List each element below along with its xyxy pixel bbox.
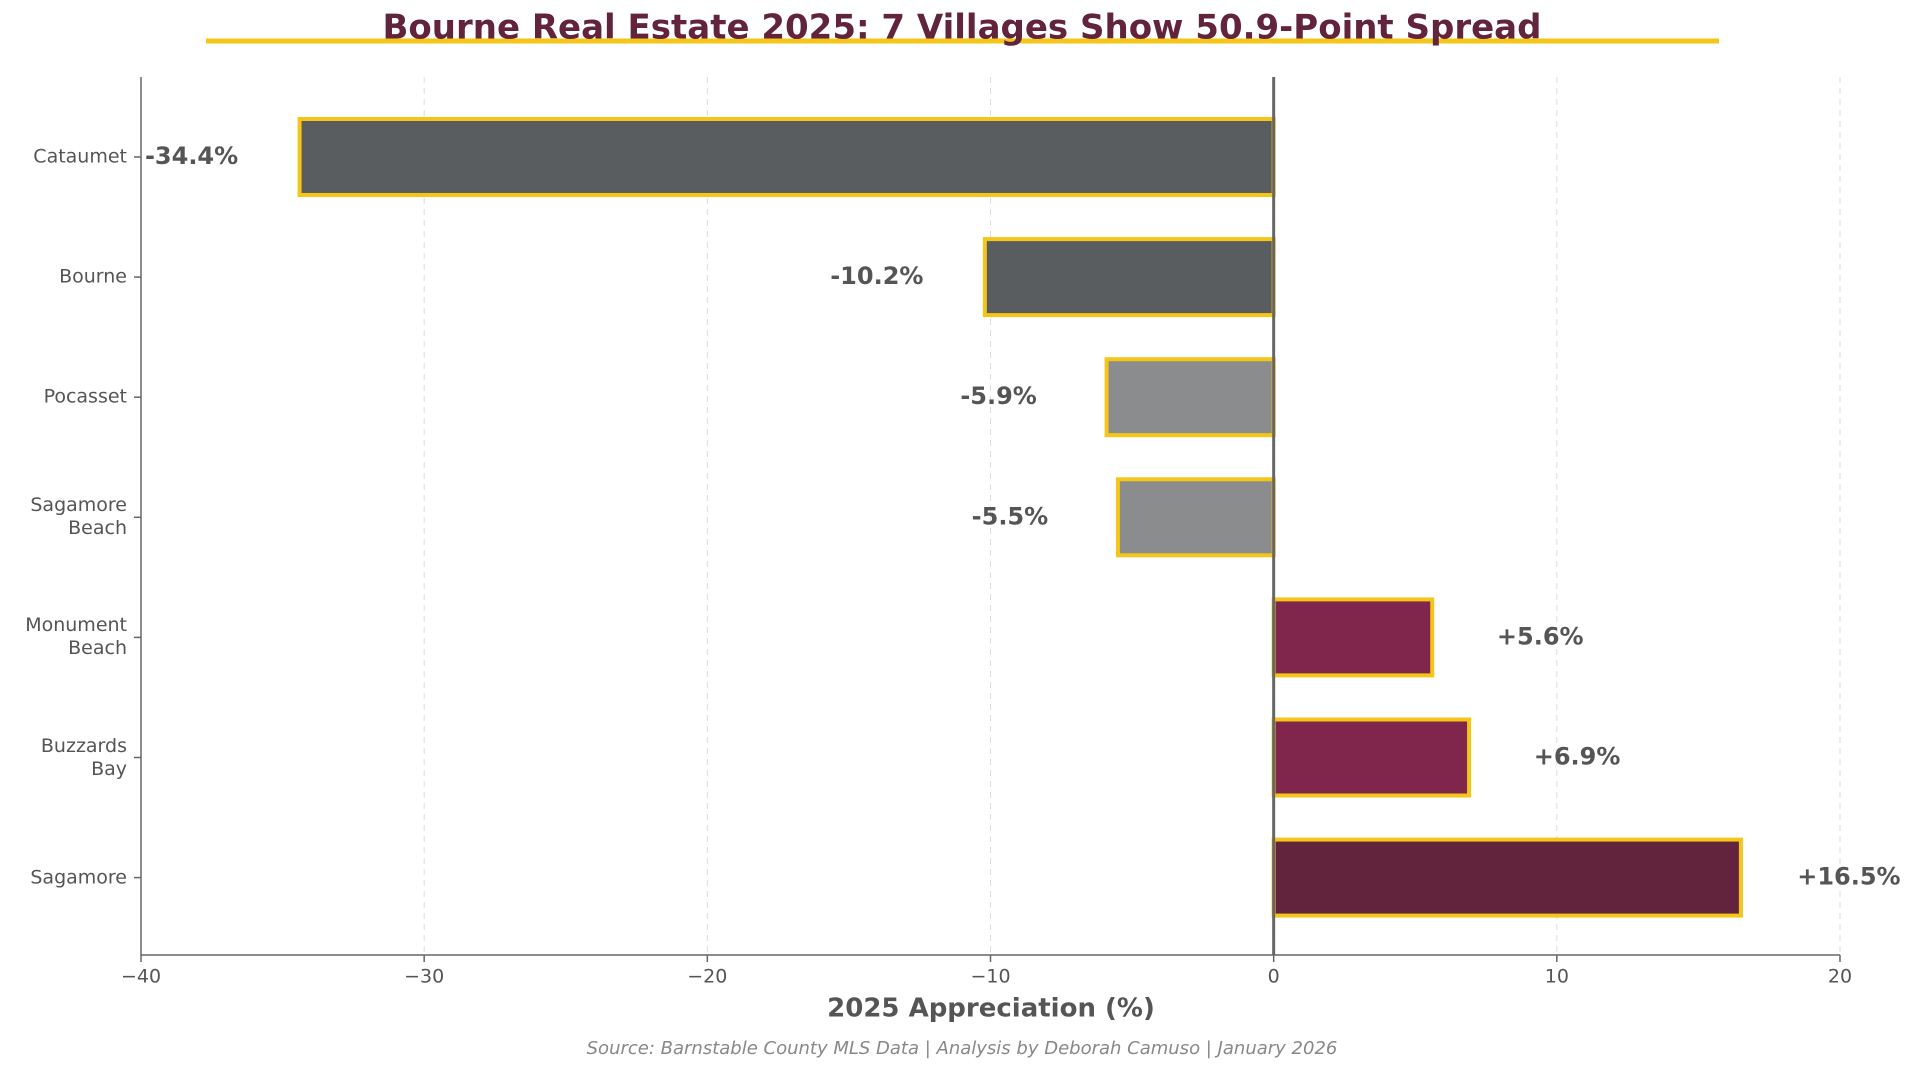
- bar: [1271, 837, 1743, 918]
- bar: [1104, 357, 1276, 438]
- source-note: Source: Barnstable County MLS Data | Ana…: [587, 1038, 1338, 1059]
- x-tick-label: −30: [404, 966, 444, 988]
- y-tick-label: Bourne: [59, 265, 127, 288]
- y-tick-label: Monument Beach: [25, 614, 127, 660]
- x-tick-label: −20: [687, 966, 727, 988]
- x-tick-label: 20: [1828, 966, 1852, 988]
- x-tick-label: 10: [1545, 966, 1569, 988]
- data-label: -5.9%: [960, 382, 1037, 410]
- y-tick-label: Buzzards Bay: [40, 734, 127, 780]
- x-tick-label: −40: [121, 966, 161, 988]
- bar: [297, 117, 1276, 197]
- chart-title: Bourne Real Estate 2025: 7 Villages Show…: [383, 8, 1542, 48]
- data-label: -5.5%: [972, 502, 1049, 530]
- data-label: +6.9%: [1534, 743, 1621, 771]
- data-label: +5.6%: [1497, 622, 1584, 650]
- y-tick-label: Pocasset: [43, 385, 127, 408]
- bar: [1115, 477, 1276, 558]
- data-label: -34.4%: [145, 142, 238, 170]
- y-tick-label: Sagamore: [30, 866, 127, 889]
- x-axis-label: 2025 Appreciation (%): [827, 994, 1155, 1024]
- bar: [1271, 717, 1472, 798]
- x-tick-label: 0: [1268, 966, 1280, 988]
- data-label: -10.2%: [830, 262, 923, 290]
- bar: [1271, 597, 1435, 678]
- data-label: +16.5%: [1797, 863, 1900, 891]
- x-tick-label: −10: [970, 966, 1010, 988]
- bar: [982, 237, 1276, 318]
- y-tick-label: Sagamore Beach: [30, 494, 127, 540]
- y-tick-label: Cataumet: [33, 145, 127, 168]
